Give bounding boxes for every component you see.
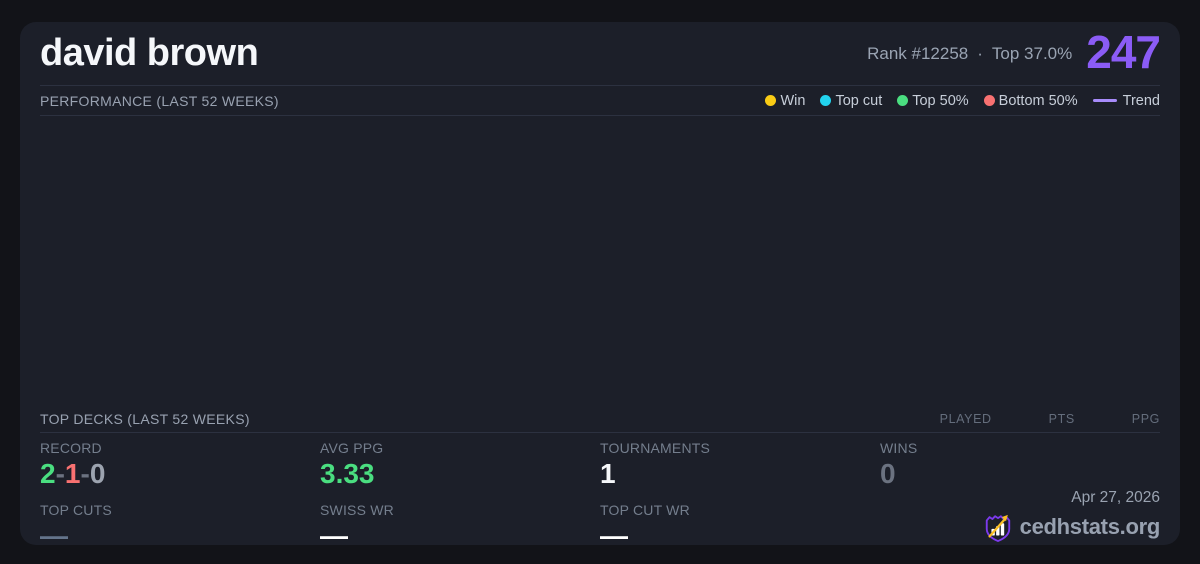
record-part: 0 xyxy=(89,458,106,489)
stat-label-swiss-wr: SWISS WR xyxy=(320,502,394,518)
stat-value-avg-ppg: 3.33 xyxy=(320,458,375,489)
chart-legend: Win Top cut Top 50% Bottom 50% Trend xyxy=(765,93,1160,109)
page-title: david brown xyxy=(40,32,259,74)
legend-label: Top 50% xyxy=(912,92,969,109)
rank-text: Rank #12258 xyxy=(867,43,969,63)
stat-wins: WINS 0 xyxy=(880,440,1160,552)
stat-label-avg-ppg: AVG PPG xyxy=(320,440,384,456)
rank-line: Rank #12258 · Top 37.0% xyxy=(867,44,1072,64)
record-part: - xyxy=(55,458,65,489)
top-decks-title: TOP DECKS (LAST 52 WEEKS) xyxy=(40,410,250,427)
legend-dot-swatch xyxy=(765,95,777,106)
column-header-pts: PTS xyxy=(1048,411,1075,426)
performance-title: PERFORMANCE (LAST 52 WEEKS) xyxy=(40,92,279,109)
legend-dot-swatch xyxy=(897,95,909,106)
stat-value-tournaments: 1 xyxy=(600,458,616,489)
stat-value-top-cut-wr: — xyxy=(600,520,628,551)
legend-item-bottom-50-: Bottom 50% xyxy=(983,92,1078,109)
card-footer: Apr 27, 2026 cedhstats.org xyxy=(983,489,1160,542)
stat-record: RECORD 2-1-0 TOP CUTS — xyxy=(40,440,320,552)
score-value: 247 xyxy=(1086,25,1161,78)
cedhstats-crest-logo-icon xyxy=(983,512,1013,542)
stat-label-top-cuts: TOP CUTS xyxy=(40,502,112,518)
stat-avg-ppg: AVG PPG 3.33 SWISS WR — xyxy=(320,440,600,552)
stat-label-top-cut-wr: TOP CUT WR xyxy=(600,502,690,518)
stat-label-record: RECORD xyxy=(40,440,102,456)
stat-tournaments: TOURNAMENTS 1 TOP CUT WR — xyxy=(600,440,880,552)
stat-value-wins: 0 xyxy=(880,458,896,489)
record-part: 2 xyxy=(40,458,56,489)
player-stats-card: david brown Rank #12258 · Top 37.0% 247 … xyxy=(20,22,1180,551)
site-branding[interactable]: cedhstats.org xyxy=(983,512,1160,542)
legend-dot-swatch xyxy=(983,95,995,106)
legend-dot-swatch xyxy=(820,95,832,106)
stat-value-swiss-wr: — xyxy=(320,520,348,551)
card-header: david brown Rank #12258 · Top 37.0% 247 xyxy=(40,22,1161,86)
legend-label: Trend xyxy=(1122,92,1160,109)
performance-chart-area xyxy=(40,116,1160,405)
rank-separator: · xyxy=(977,43,983,63)
record-part: - xyxy=(80,458,90,489)
legend-label: Bottom 50% xyxy=(998,92,1078,109)
stat-value-top-cuts: — xyxy=(40,520,68,551)
legend-label: Top cut xyxy=(835,92,883,109)
top-decks-columns: PLAYED PTS PPG xyxy=(940,412,1160,426)
legend-label: Win xyxy=(780,92,806,109)
record-part: 1 xyxy=(64,458,81,489)
legend-item-top-50-: Top 50% xyxy=(897,92,969,109)
date-text: Apr 27, 2026 xyxy=(1071,489,1160,506)
performance-header: PERFORMANCE (LAST 52 WEEKS) Win Top cut To… xyxy=(40,86,1160,116)
legend-item-top-cut: Top cut xyxy=(820,93,882,109)
top-percent-text: Top 37.0% xyxy=(991,43,1073,63)
site-name: cedhstats.org xyxy=(1019,514,1161,539)
stats-grid: RECORD 2-1-0 TOP CUTS — AVG PPG 3.33 SWI… xyxy=(40,433,1160,552)
stat-value-record: 2-1-0 xyxy=(40,458,320,490)
top-decks-header: TOP DECKS (LAST 52 WEEKS) PLAYED PTS PPG xyxy=(40,405,1160,433)
stat-label-tournaments: TOURNAMENTS xyxy=(600,440,711,456)
stat-label-wins: WINS xyxy=(880,440,918,456)
legend-item-win: Win xyxy=(765,93,805,109)
column-header-played: PLAYED xyxy=(939,411,992,426)
legend-line-swatch xyxy=(1092,99,1117,102)
column-header-ppg: PPG xyxy=(1131,411,1160,426)
legend-item-trend: Trend xyxy=(1092,92,1160,109)
header-right: Rank #12258 · Top 37.0% 247 xyxy=(867,25,1161,79)
